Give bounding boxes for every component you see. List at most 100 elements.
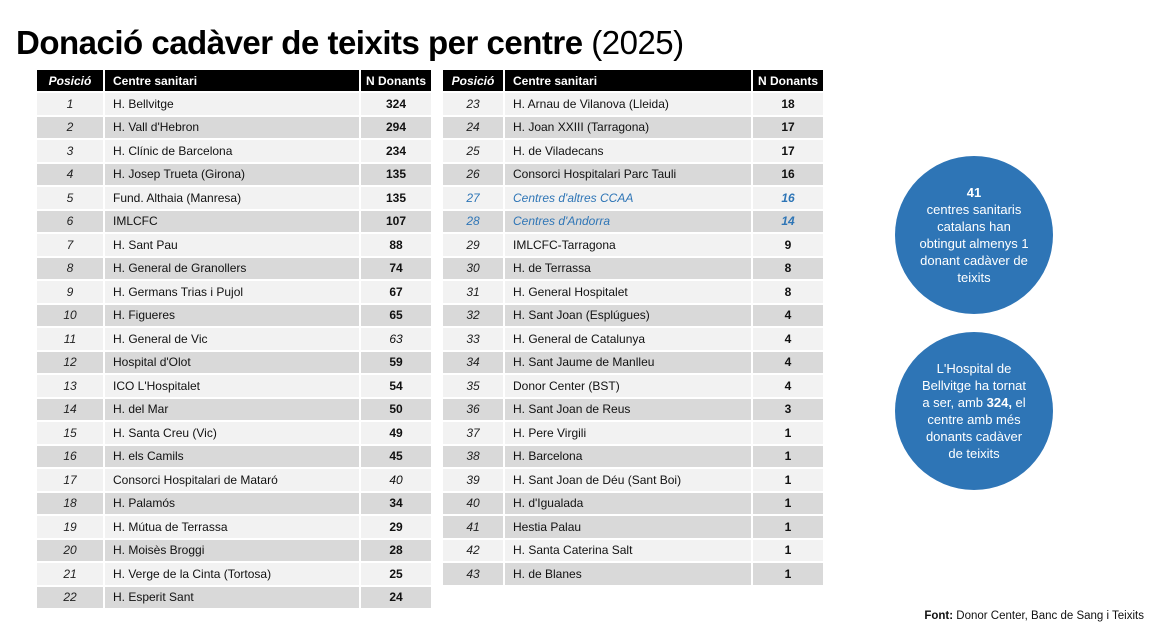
- rank-cell: 27: [443, 187, 503, 209]
- center-name-cell: H. Clínic de Barcelona: [105, 140, 359, 162]
- table-row: 24 H. Joan XXIII (Tarragona) 17: [443, 116, 823, 138]
- table-row: 34 H. Sant Jaume de Manlleu 4: [443, 351, 823, 373]
- center-name-cell: H. Sant Pau: [105, 234, 359, 256]
- donors-count-cell: 45: [361, 445, 431, 467]
- donors-count-cell: 9: [753, 234, 823, 256]
- center-name-cell: H. Germans Trias i Pujol: [105, 281, 359, 303]
- header-center: Centre sanitari: [505, 70, 751, 91]
- center-name-cell: H. Sant Joan de Déu (Sant Boi): [505, 469, 751, 491]
- source-note: Font: Donor Center, Banc de Sang i Teixi…: [924, 610, 1144, 622]
- rank-cell: 42: [443, 539, 503, 561]
- rank-cell: 12: [37, 351, 103, 373]
- rank-cell: 22: [37, 586, 103, 608]
- page-title: Donació cadàver de teixits per centre (2…: [16, 24, 684, 62]
- header-center: Centre sanitari: [105, 70, 359, 91]
- rank-cell: 4: [37, 163, 103, 185]
- rank-cell: 20: [37, 539, 103, 561]
- callout-highlight-41: 41: [966, 185, 982, 200]
- table-row: 21 H. Verge de la Cinta (Tortosa) 25: [37, 563, 431, 585]
- table-row: 3 H. Clínic de Barcelona 234: [37, 140, 431, 162]
- rank-cell: 34: [443, 351, 503, 373]
- donors-count-cell: 40: [361, 469, 431, 491]
- donors-count-cell: 1: [753, 563, 823, 585]
- donors-count-cell: 1: [753, 492, 823, 514]
- center-name-cell: H. Palamós: [105, 492, 359, 514]
- table-row: 18 H. Palamós 34: [37, 492, 431, 514]
- rank-cell: 18: [37, 492, 103, 514]
- rank-cell: 25: [443, 140, 503, 162]
- table-row: 43 H. de Blanes 1: [443, 563, 823, 585]
- rank-cell: 38: [443, 445, 503, 467]
- donors-table-right: Posició Centre sanitari N Donants 23 H. Arna…: [443, 70, 823, 587]
- rank-cell: 1: [37, 93, 103, 115]
- table-header-row: Posició Centre sanitari N Donants: [37, 70, 431, 91]
- table-row: 14 H. del Mar 50: [37, 398, 431, 420]
- donors-count-cell: 1: [753, 539, 823, 561]
- center-name-cell: Consorci Hospitalari Parc Tauli: [505, 163, 751, 185]
- rank-cell: 11: [37, 328, 103, 350]
- source-note-label: Font:: [924, 610, 954, 622]
- rank-cell: 39: [443, 469, 503, 491]
- table-row: 10 H. Figueres 65: [37, 304, 431, 326]
- center-name-cell: H. Esperit Sant: [105, 586, 359, 608]
- table-row: 33 H. General de Catalunya 4: [443, 328, 823, 350]
- center-name-cell: H. Bellvitge: [105, 93, 359, 115]
- donors-count-cell: 1: [753, 516, 823, 538]
- table-row: 8 H. General de Granollers 74: [37, 257, 431, 279]
- donors-count-cell: 135: [361, 163, 431, 185]
- donors-count-cell: 1: [753, 445, 823, 467]
- donors-count-cell: 4: [753, 304, 823, 326]
- center-name-cell: H. Sant Joan (Esplúgues): [505, 304, 751, 326]
- rank-cell: 32: [443, 304, 503, 326]
- rank-cell: 37: [443, 422, 503, 444]
- rank-cell: 31: [443, 281, 503, 303]
- table-row: 9 H. Germans Trias i Pujol 67: [37, 281, 431, 303]
- table-row: 16 H. els Camils 45: [37, 445, 431, 467]
- table-row: 12 Hospital d'Olot 59: [37, 351, 431, 373]
- table-row: 27 Centres d'altres CCAA 16: [443, 187, 823, 209]
- table-row: 31 H. General Hospitalet 8: [443, 281, 823, 303]
- rank-cell: 3: [37, 140, 103, 162]
- table-row: 42 H. Santa Caterina Salt 1: [443, 539, 823, 561]
- callout-bellvitge: L'Hospital de Bellvitge ha tornat a ser,…: [895, 332, 1053, 490]
- table-row: 11 H. General de Vic 63: [37, 328, 431, 350]
- rank-cell: 23: [443, 93, 503, 115]
- center-name-cell: H. Barcelona: [505, 445, 751, 467]
- donors-count-cell: 50: [361, 398, 431, 420]
- center-name-cell: H. de Terrassa: [505, 257, 751, 279]
- table-row: 22 H. Esperit Sant 24: [37, 586, 431, 608]
- center-name-cell: H. Figueres: [105, 304, 359, 326]
- rank-cell: 2: [37, 116, 103, 138]
- table-row: 40 H. d'Igualada 1: [443, 492, 823, 514]
- donors-count-cell: 17: [753, 140, 823, 162]
- donors-table-left: Posició Centre sanitari N Donants 1 H. Bellv…: [37, 70, 431, 610]
- table-row: 36 H. Sant Joan de Reus 3: [443, 398, 823, 420]
- donors-count-cell: 88: [361, 234, 431, 256]
- callout-bellvitge-post: el centre amb més donants cadàver de tei…: [925, 395, 1026, 461]
- center-name-cell: H. Santa Caterina Salt: [505, 539, 751, 561]
- header-donors: N Donants: [361, 70, 431, 91]
- rank-cell: 28: [443, 210, 503, 232]
- table-header-row: Posició Centre sanitari N Donants: [443, 70, 823, 91]
- donors-count-cell: 49: [361, 422, 431, 444]
- rank-cell: 9: [37, 281, 103, 303]
- donors-count-cell: 234: [361, 140, 431, 162]
- table-row: 39 H. Sant Joan de Déu (Sant Boi) 1: [443, 469, 823, 491]
- center-name-cell: H. Josep Trueta (Girona): [105, 163, 359, 185]
- table-row: 2 H. Vall d'Hebron 294: [37, 116, 431, 138]
- center-name-cell: H. Sant Jaume de Manlleu: [505, 351, 751, 373]
- donors-count-cell: 59: [361, 351, 431, 373]
- center-name-cell: Centres d'altres CCAA: [505, 187, 751, 209]
- center-name-cell: H. Santa Creu (Vic): [105, 422, 359, 444]
- rank-cell: 35: [443, 375, 503, 397]
- donors-count-cell: 28: [361, 539, 431, 561]
- donors-count-cell: 3: [753, 398, 823, 420]
- donors-count-cell: 1: [753, 469, 823, 491]
- center-name-cell: H. General Hospitalet: [505, 281, 751, 303]
- center-name-cell: Fund. Althaia (Manresa): [105, 187, 359, 209]
- center-name-cell: H. Sant Joan de Reus: [505, 398, 751, 420]
- table-row: 28 Centres d'Andorra 14: [443, 210, 823, 232]
- donors-count-cell: 324: [361, 93, 431, 115]
- donors-count-cell: 67: [361, 281, 431, 303]
